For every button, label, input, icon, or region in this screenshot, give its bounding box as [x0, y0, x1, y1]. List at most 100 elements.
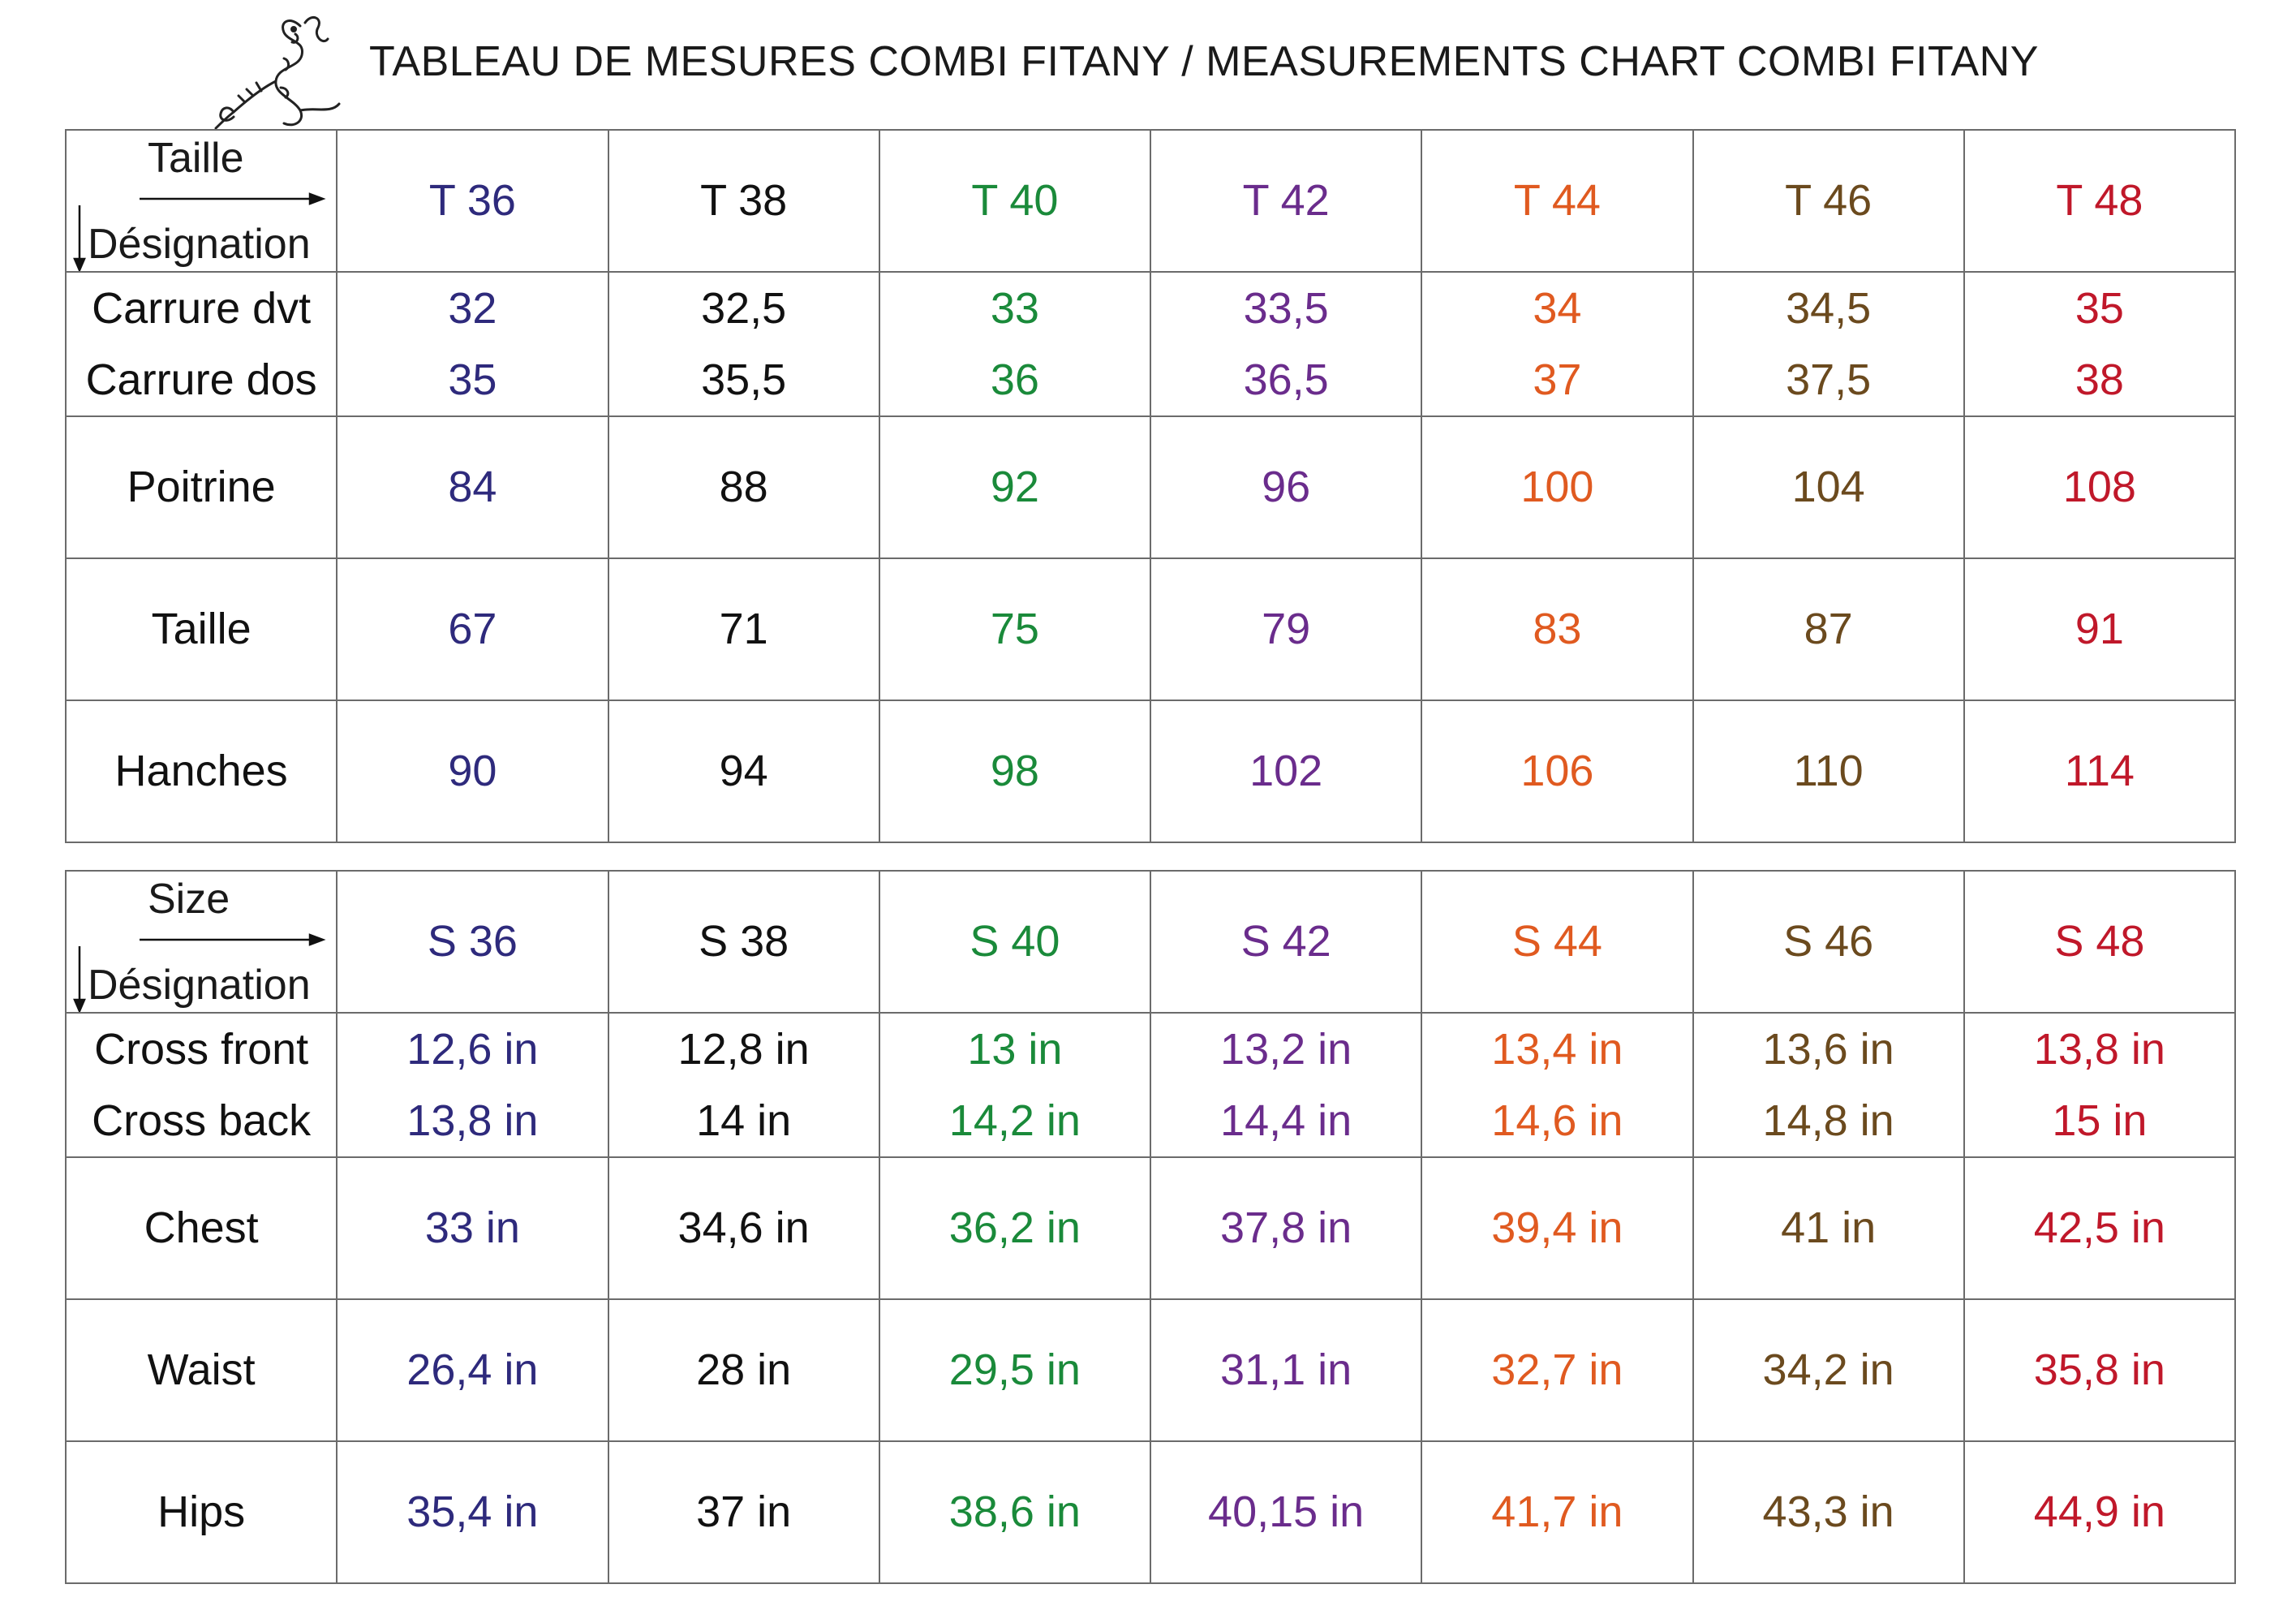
measurement-value: 37,8 in: [1220, 1203, 1352, 1253]
table-row: Carrure dvt Carrure dos 32 35 32,5 35,5 33 36 33…: [64, 271, 2237, 417]
measurement-value: 32,7 in: [1491, 1345, 1623, 1395]
row-label: Hips: [64, 1440, 338, 1584]
measurement-name: Carrure dos: [85, 355, 317, 404]
measurement-value: 14 in: [696, 1096, 792, 1145]
corner-bottom-label: Désignation: [88, 961, 311, 1009]
value-cell: 13,4 in 14,6 in: [1421, 1012, 1694, 1158]
measurement-value: 33 in: [424, 1203, 520, 1253]
table-row: Cross front Cross back 12,6 in 13,8 in 12,8 …: [64, 1012, 2237, 1158]
value-cell: 96: [1149, 415, 1423, 559]
value-cell: 98: [878, 700, 1152, 843]
measurement-name: Taille: [151, 605, 252, 654]
value-cell: 90: [336, 700, 609, 843]
measurement-name: Hanches: [114, 747, 288, 796]
measurement-value: 12,8 in: [677, 1025, 810, 1074]
measurement-value: 88: [719, 463, 768, 512]
measurement-value: 75: [990, 605, 1039, 654]
measurement-value: 90: [448, 747, 497, 796]
value-cell: 88: [607, 415, 880, 559]
measurement-value: 33,5: [1243, 284, 1329, 333]
measurement-name: Chest: [144, 1203, 259, 1253]
value-cell: 13,8 in 15 in: [1963, 1012, 2237, 1158]
measurement-value: 35: [2075, 284, 2124, 333]
measurement-value: 37,5: [1786, 355, 1872, 404]
measurements-table-en: Size Désignation S 36 S 38 S 40 S 42 S 44 S 46 S…: [64, 870, 2237, 1584]
page-title: TABLEAU DE MESURES COMBI FITANY / MEASUR…: [369, 38, 2039, 85]
size-header: T 44: [1421, 129, 1694, 273]
value-cell: 41 in: [1692, 1156, 1965, 1300]
row-label: Cross front Cross back: [64, 1012, 338, 1158]
measurement-value: 35,4 in: [406, 1487, 539, 1537]
corner-arrows-icon: [73, 933, 326, 1012]
measurement-value: 102: [1249, 747, 1323, 796]
measurement-value: 114: [2064, 747, 2135, 796]
measurement-value: 34: [1533, 284, 1582, 333]
size-header: T 40: [878, 129, 1152, 273]
measurement-value: 26,4 in: [406, 1345, 539, 1395]
value-cell: 37,8 in: [1149, 1156, 1423, 1300]
value-cell: 32,7 in: [1421, 1298, 1694, 1442]
measurement-value: 40,15 in: [1208, 1487, 1365, 1537]
measurement-name: Cross back: [92, 1096, 312, 1145]
corner-bottom-label: Désignation: [88, 220, 311, 268]
size-header: T 42: [1149, 129, 1423, 273]
value-cell: 40,15 in: [1149, 1440, 1423, 1584]
measurement-value: 42,5 in: [2033, 1203, 2165, 1253]
measurement-value: 104: [1791, 463, 1865, 512]
row-label: Poitrine: [64, 415, 338, 559]
measurement-value: 35,8 in: [2033, 1345, 2165, 1395]
table-row: Waist 26,4 in 28 in 29,5 in 31,1 in 32,7 in 34…: [64, 1298, 2237, 1442]
value-cell: 13 in 14,2 in: [878, 1012, 1152, 1158]
value-cell: 12,6 in 13,8 in: [336, 1012, 609, 1158]
value-cell: 33 36: [878, 271, 1152, 417]
size-header: S 38: [607, 870, 880, 1014]
measurement-value: 39,4 in: [1491, 1203, 1623, 1253]
value-cell: 106: [1421, 700, 1694, 843]
size-header: S 42: [1149, 870, 1423, 1014]
measurement-value: 32,5: [701, 284, 787, 333]
size-header: T 48: [1963, 129, 2237, 273]
header-corner: Size Désignation: [64, 870, 338, 1014]
size-header: T 38: [607, 129, 880, 273]
measurement-value: 110: [1793, 747, 1864, 796]
measurement-value: 14,4 in: [1220, 1096, 1352, 1145]
row-label: Carrure dvt Carrure dos: [64, 271, 338, 417]
measurement-value: 67: [448, 605, 497, 654]
measurement-value: 33: [990, 284, 1039, 333]
measurement-value: 34,5: [1786, 284, 1872, 333]
header-corner: Taille Désignation: [64, 129, 338, 273]
value-cell: 35,4 in: [336, 1440, 609, 1584]
measurement-value: 98: [990, 747, 1039, 796]
measurement-value: 34,6 in: [677, 1203, 810, 1253]
table-row: Hanches 90 94 98 102 106 110 114: [64, 700, 2237, 843]
measurement-value: 43,3 in: [1762, 1487, 1894, 1537]
measurement-value: 84: [448, 463, 497, 512]
value-cell: 28 in: [607, 1298, 880, 1442]
value-cell: 36,2 in: [878, 1156, 1152, 1300]
measurement-value: 15 in: [2052, 1096, 2148, 1145]
measurement-value: 100: [1520, 463, 1594, 512]
measurement-name: Waist: [147, 1345, 256, 1395]
value-cell: 71: [607, 558, 880, 701]
size-header: T 46: [1692, 129, 1965, 273]
row-label: Waist: [64, 1298, 338, 1442]
value-cell: 34 37: [1421, 271, 1694, 417]
measurement-value: 14,2 in: [948, 1096, 1081, 1145]
measurement-value: 13,4 in: [1491, 1025, 1623, 1074]
measurement-value: 35,5: [701, 355, 787, 404]
measurement-value: 96: [1262, 463, 1311, 512]
measurement-value: 13 in: [967, 1025, 1063, 1074]
measurements-table-fr: Taille Désignation T 36 T 38 T 40 T 42 T 44 T 4…: [64, 129, 2237, 843]
size-header: T 36: [336, 129, 609, 273]
measurement-value: 29,5 in: [948, 1345, 1081, 1395]
measurement-value: 32: [448, 284, 497, 333]
value-cell: 44,9 in: [1963, 1440, 2237, 1584]
value-cell: 33 in: [336, 1156, 609, 1300]
measurement-value: 36,2 in: [948, 1203, 1081, 1253]
value-cell: 94: [607, 700, 880, 843]
measurement-value: 94: [719, 747, 768, 796]
value-cell: 79: [1149, 558, 1423, 701]
table-row: Chest 33 in 34,6 in 36,2 in 37,8 in 39,4 in 41…: [64, 1156, 2237, 1300]
measurement-value: 38,6 in: [948, 1487, 1081, 1537]
measurement-name: Poitrine: [127, 463, 276, 512]
